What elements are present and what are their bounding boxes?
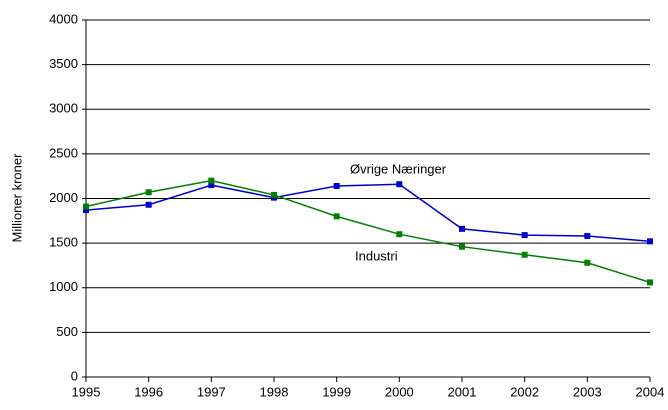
y-tick-label: 3500 — [49, 56, 78, 71]
point-marker — [145, 189, 152, 196]
point-marker — [333, 213, 340, 220]
x-tick-label: 2002 — [510, 384, 539, 399]
x-tick-label: 1995 — [72, 384, 101, 399]
y-tick-label: 500 — [56, 324, 78, 339]
point-marker — [521, 251, 528, 258]
y-tick-label: 2500 — [49, 145, 78, 160]
x-tick-label: 2001 — [448, 384, 477, 399]
point-marker — [208, 182, 215, 189]
x-tick-label: 2004 — [636, 384, 665, 399]
y-tick-label: 1000 — [49, 279, 78, 294]
point-marker — [459, 225, 465, 232]
series-line — [85, 183, 651, 243]
x-tick-label: 1996 — [134, 384, 163, 399]
x-tick-label: 1999 — [322, 384, 351, 399]
x-tick-label: 1997 — [197, 384, 226, 399]
series-label: Industri — [355, 248, 398, 263]
point-marker — [83, 203, 89, 210]
point-marker — [271, 191, 277, 198]
point-marker — [396, 181, 403, 188]
x-tick-label: 1998 — [260, 384, 289, 399]
point-marker — [459, 243, 465, 250]
x-tick-label: 2000 — [385, 384, 414, 399]
point-marker — [83, 207, 89, 214]
point-marker — [208, 177, 215, 184]
y-tick-label: 2000 — [49, 190, 78, 205]
y-tick-label: 1500 — [49, 235, 78, 250]
y-tick-label: 0 — [71, 368, 78, 383]
y-tick-label: 3000 — [49, 101, 78, 116]
point-marker — [396, 231, 403, 238]
point-marker — [333, 183, 340, 190]
y-tick-label: 4000 — [49, 11, 78, 26]
series-line — [85, 179, 651, 284]
y-axis-label: Millioner kroner — [9, 153, 24, 243]
point-marker — [647, 279, 653, 286]
point-marker — [145, 201, 152, 208]
series-label: Øvrige Næringer — [350, 161, 447, 176]
x-tick-label: 2003 — [573, 384, 602, 399]
point-marker — [584, 259, 591, 266]
point-marker — [521, 232, 528, 239]
point-marker — [584, 232, 591, 239]
point-marker — [647, 238, 653, 245]
